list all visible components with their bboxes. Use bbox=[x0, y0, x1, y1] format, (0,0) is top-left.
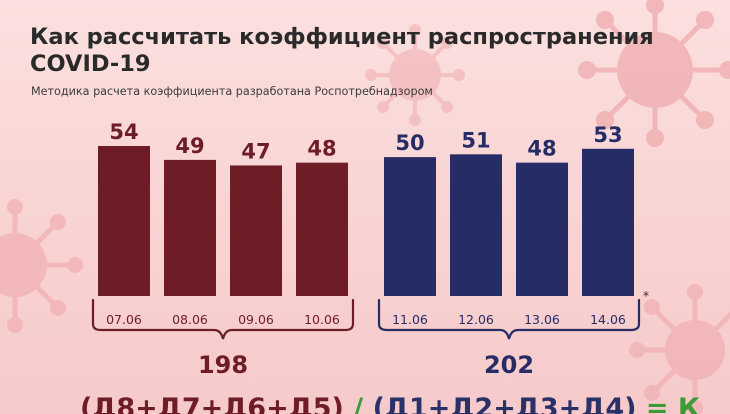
bar-value-label: 49 bbox=[175, 134, 204, 158]
page-title: Как рассчитать коэффициент распространен… bbox=[30, 24, 654, 77]
formula-right: (Д1+Д2+Д3+Д4) bbox=[372, 393, 637, 414]
bar bbox=[450, 154, 502, 296]
x-tick-label: 07.06 bbox=[106, 312, 142, 327]
x-tick-label: 12.06 bbox=[458, 312, 494, 327]
bar bbox=[230, 165, 282, 296]
bar-value-label: 48 bbox=[527, 137, 556, 161]
bar bbox=[164, 159, 216, 296]
formula: (Д8+Д7+Д6+Д5) / (Д1+Д2+Д3+Д4) = К bbox=[80, 393, 730, 414]
virus-icon bbox=[629, 284, 730, 414]
group-sum-label: 202 bbox=[484, 351, 534, 379]
bar-value-label: 50 bbox=[395, 131, 424, 155]
bar bbox=[516, 162, 568, 296]
page-subtitle: Методика расчета коэффициента разработан… bbox=[31, 85, 433, 98]
group-bracket bbox=[377, 298, 641, 340]
x-tick-label: 08.06 bbox=[172, 312, 208, 327]
bar-value-label: 54 bbox=[109, 120, 138, 144]
x-tick-label: 13.06 bbox=[524, 312, 560, 327]
virus-icon bbox=[365, 24, 465, 126]
group-sum-label: 198 bbox=[198, 351, 248, 379]
bar bbox=[296, 162, 348, 296]
formula-divider: / bbox=[353, 393, 364, 414]
bar bbox=[384, 157, 436, 296]
virus-icon bbox=[578, 0, 730, 147]
formula-left: (Д8+Д7+Д6+Д5) bbox=[80, 393, 344, 414]
bar bbox=[98, 146, 150, 296]
x-tick-label: 11.06 bbox=[392, 312, 428, 327]
formula-result: = К bbox=[645, 393, 700, 414]
x-tick-label: 09.06 bbox=[238, 312, 274, 327]
virus-icon bbox=[0, 199, 83, 333]
group-bracket bbox=[91, 298, 355, 340]
bar-value-label: 48 bbox=[307, 137, 336, 161]
bar-value-label: 51 bbox=[461, 128, 490, 152]
x-tick-label: 10.06 bbox=[304, 312, 340, 327]
bar bbox=[582, 148, 634, 296]
footnote-asterisk: * bbox=[643, 289, 649, 303]
bar-value-label: 53 bbox=[593, 123, 622, 147]
x-tick-label: 14.06 bbox=[590, 312, 626, 327]
bar-value-label: 47 bbox=[241, 139, 270, 163]
